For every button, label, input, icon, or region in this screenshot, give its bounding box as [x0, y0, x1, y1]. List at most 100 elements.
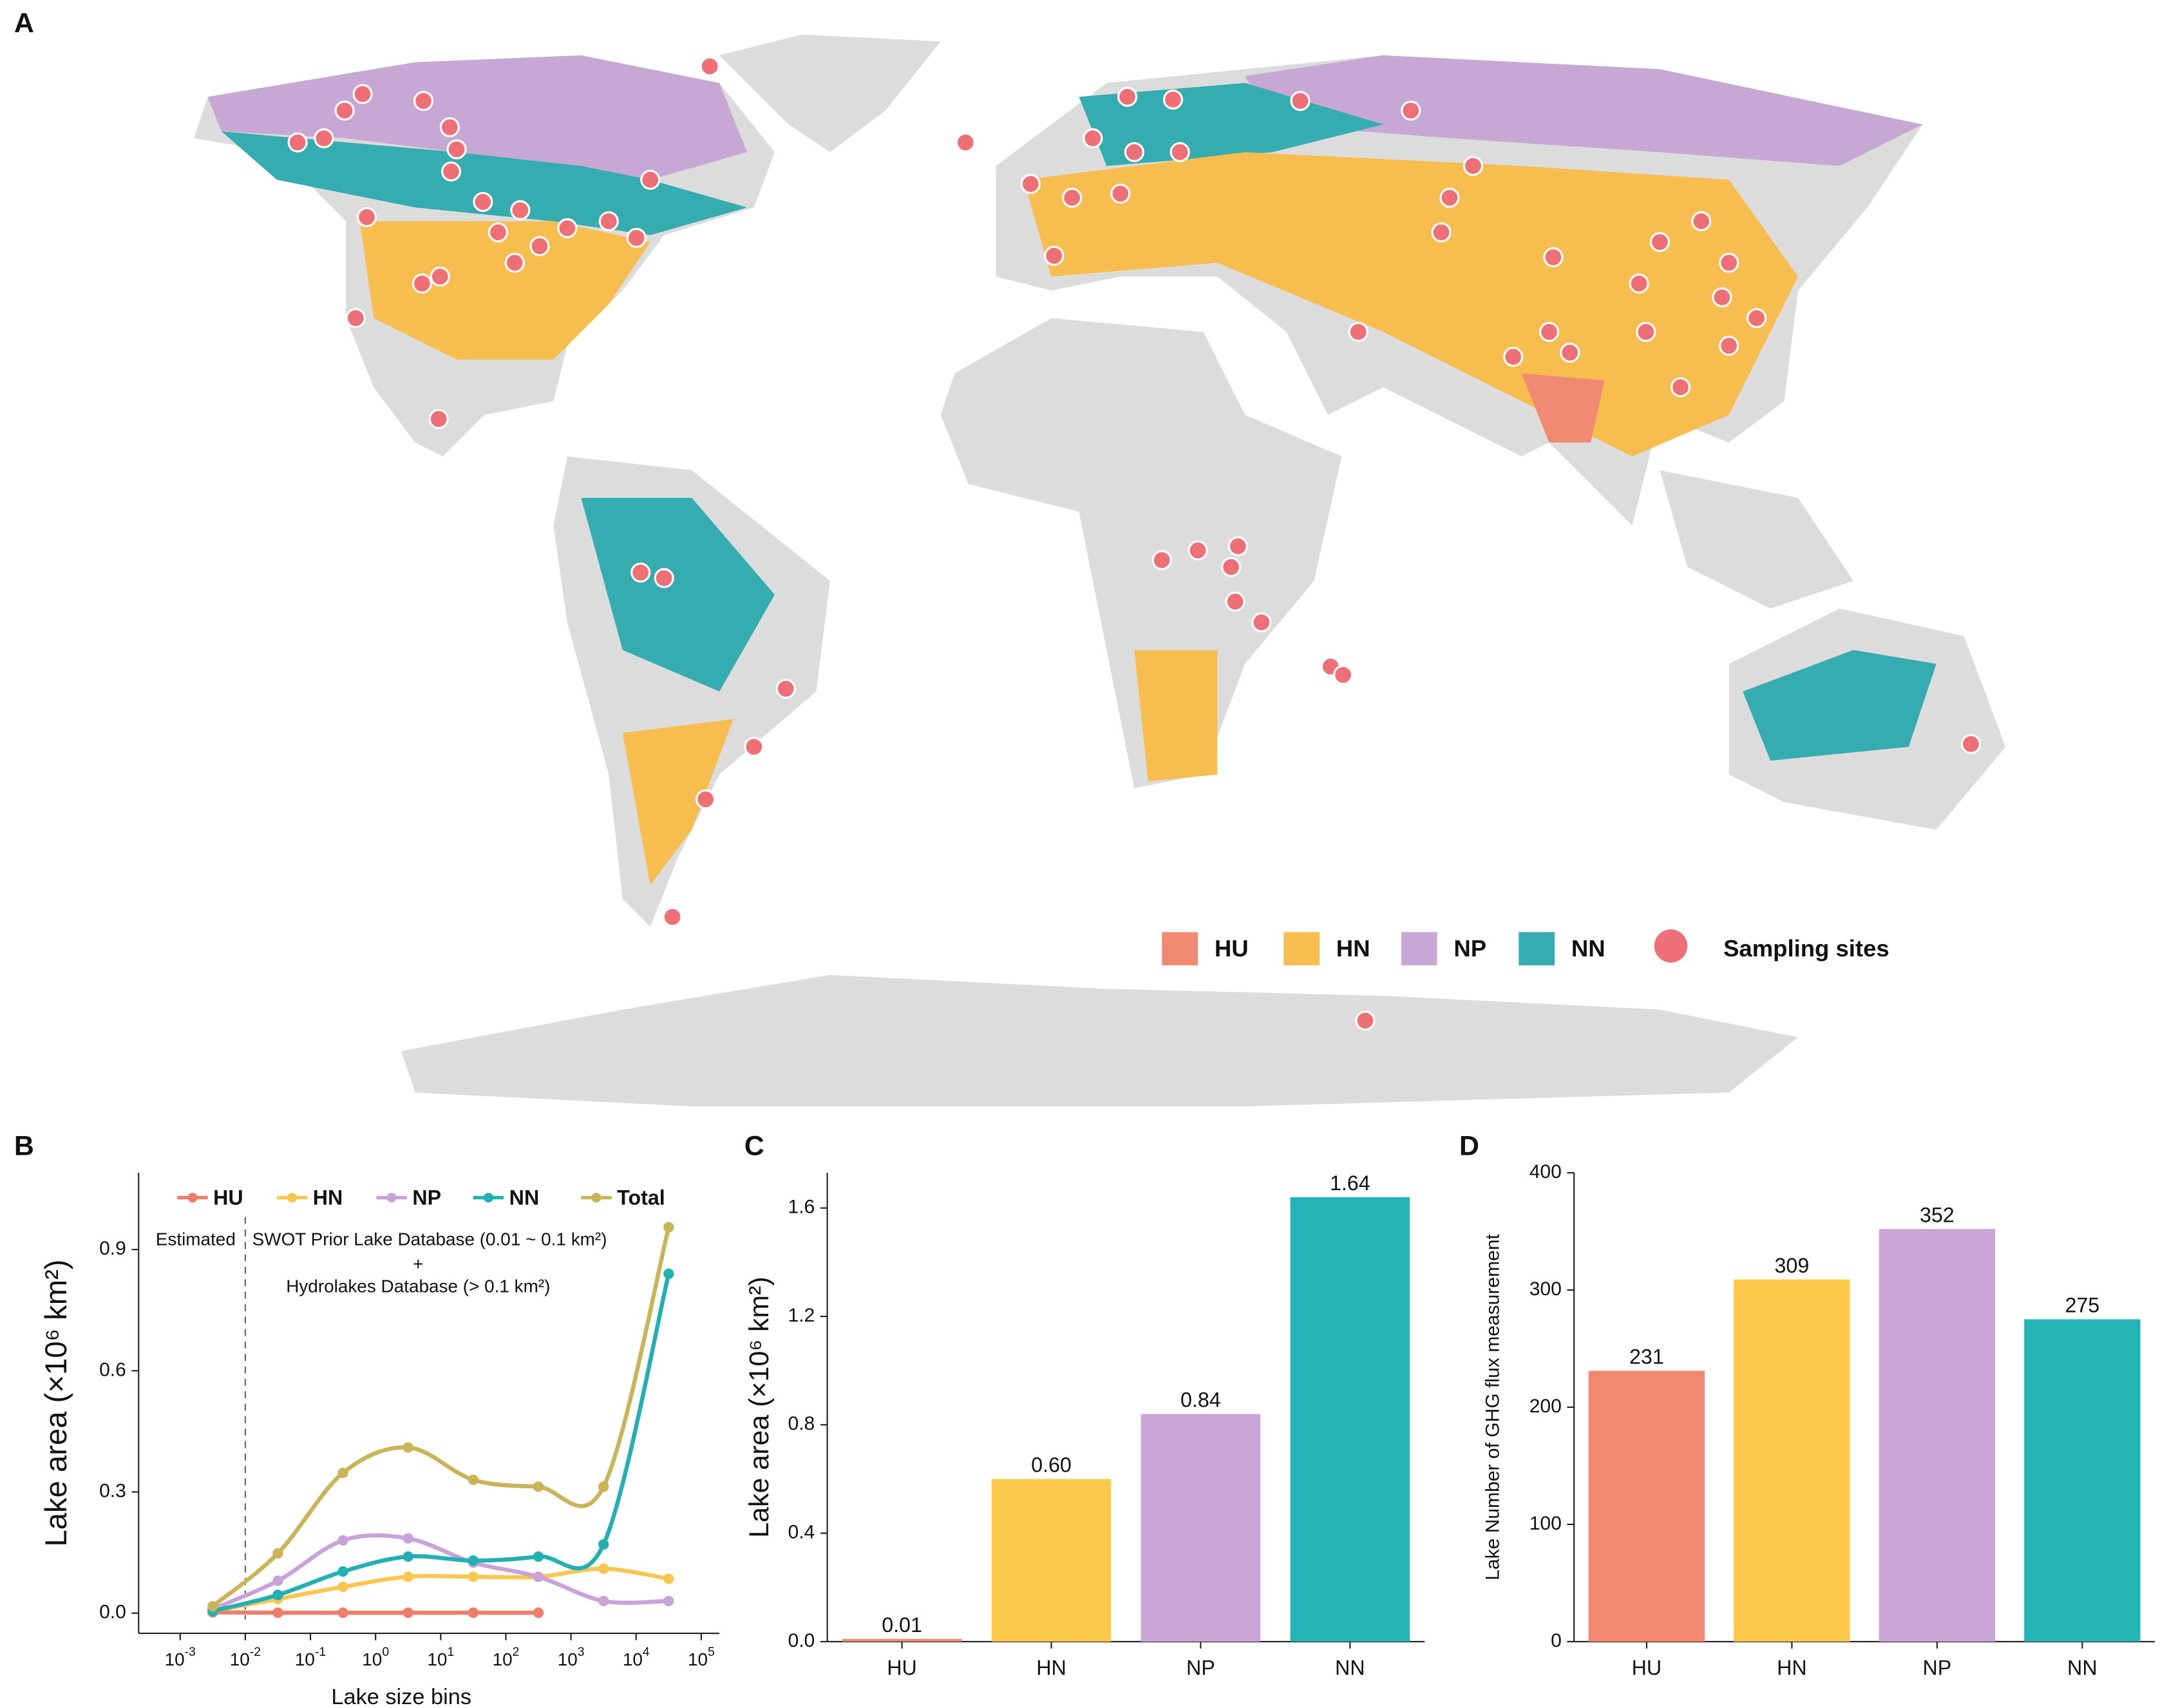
point [663, 1573, 674, 1584]
sampling-site [1225, 591, 1246, 612]
sampling-site [428, 409, 449, 430]
x-tick-label: 105 [688, 1646, 715, 1669]
sampling-site [473, 191, 493, 213]
y-tick-label: 1.2 [788, 1305, 815, 1326]
x-tick-label: NN [2067, 1656, 2098, 1679]
point [598, 1595, 609, 1607]
sampling-site [1543, 247, 1564, 267]
y-tick-label: 1.6 [788, 1197, 815, 1218]
sampling-site [430, 266, 450, 287]
sampling-site [1431, 222, 1452, 243]
sampling-site [1747, 308, 1767, 328]
bar [1588, 1371, 1705, 1642]
annotation: Estimated [156, 1229, 236, 1249]
sampling-site [1960, 734, 1982, 754]
point [468, 1555, 479, 1566]
point [272, 1548, 283, 1559]
sampling-site [1629, 273, 1649, 294]
sampling-site [488, 222, 509, 243]
sampling-site [1463, 156, 1483, 176]
sampling-site [662, 907, 683, 927]
legend-marker [287, 1193, 298, 1203]
sampling-site [654, 568, 674, 589]
point [468, 1607, 479, 1618]
sampling-site [1719, 252, 1739, 273]
point [272, 1589, 283, 1600]
sampling-site [334, 100, 355, 121]
sampling-site [598, 211, 619, 232]
sampling-site [1221, 556, 1242, 577]
sampling-site [1649, 232, 1670, 252]
x-tick-label: 102 [493, 1646, 520, 1669]
x-tick-label: 10-1 [295, 1646, 326, 1669]
y-tick-label: 0.9 [99, 1238, 126, 1259]
y-tick-label: 0.4 [788, 1522, 815, 1543]
legend-swatch [1283, 932, 1320, 965]
point [272, 1575, 283, 1586]
x-axis-title: Lake size bins [331, 1685, 471, 1708]
sampling-site [1670, 377, 1691, 397]
sampling-site [1439, 187, 1460, 208]
legend-label: NP [1454, 935, 1486, 962]
sampling-site [1162, 90, 1183, 110]
point [337, 1581, 348, 1593]
sampling-site [352, 84, 373, 104]
x-tick-label: 10-2 [230, 1646, 261, 1669]
sampling-site [1062, 187, 1083, 208]
sampling-site [696, 789, 716, 810]
legend-label: Sampling sites [1723, 935, 1890, 962]
nn-region [581, 498, 775, 692]
tick-exponent: 3 [578, 1646, 585, 1659]
sampling-site [955, 132, 976, 153]
sampling-site [699, 56, 720, 77]
np-region [1245, 55, 1923, 166]
land [1660, 470, 1853, 609]
legend-marker [1654, 929, 1688, 963]
sampling-site [1227, 536, 1248, 556]
y-tick-label: 0.6 [99, 1359, 126, 1380]
point [337, 1535, 348, 1546]
hn-region [1134, 650, 1218, 782]
panel-label: A [14, 8, 34, 39]
sampling-site [1251, 612, 1272, 632]
sampling-site [412, 273, 432, 294]
sampling-site [1290, 91, 1311, 111]
sampling-site [557, 218, 578, 238]
tick-base: 10 [688, 1649, 708, 1669]
panel-label: B [14, 1131, 34, 1162]
tick-exponent: -3 [185, 1646, 196, 1659]
y-tick-label: 0 [1551, 1630, 1562, 1651]
sampling-site [1151, 550, 1172, 571]
x-tick-label: 100 [362, 1646, 389, 1669]
sampling-site [439, 117, 460, 138]
value-label: 0.60 [1031, 1454, 1072, 1477]
point [337, 1467, 348, 1479]
point [207, 1600, 218, 1612]
legend-label: HN [1336, 935, 1370, 962]
value-label: 0.01 [882, 1613, 922, 1637]
sampling-site [529, 236, 550, 256]
tick-exponent: 0 [382, 1646, 389, 1659]
legend-marker [483, 1193, 493, 1203]
panel-label: D [1459, 1131, 1479, 1162]
value-label: 1.64 [1330, 1172, 1370, 1195]
sampling-site [356, 207, 377, 227]
y-tick-label: 0.8 [788, 1413, 815, 1434]
tick-exponent: 2 [513, 1646, 520, 1659]
land [719, 34, 941, 153]
point [403, 1533, 413, 1544]
series-line [213, 1610, 539, 1615]
x-tick-label: NP [1186, 1656, 1215, 1679]
sampling-site [1083, 128, 1103, 149]
sampling-site [1332, 665, 1354, 685]
sampling-site [1401, 100, 1421, 121]
sampling-site [287, 132, 308, 153]
value-label: 231 [1629, 1345, 1664, 1369]
sampling-site [1117, 86, 1138, 107]
sampling-site [1636, 321, 1656, 342]
sampling-site [630, 562, 651, 583]
sampling-site [744, 737, 764, 757]
sampling-site [1712, 287, 1732, 308]
point [337, 1607, 348, 1618]
y-tick-label: 100 [1530, 1513, 1562, 1534]
